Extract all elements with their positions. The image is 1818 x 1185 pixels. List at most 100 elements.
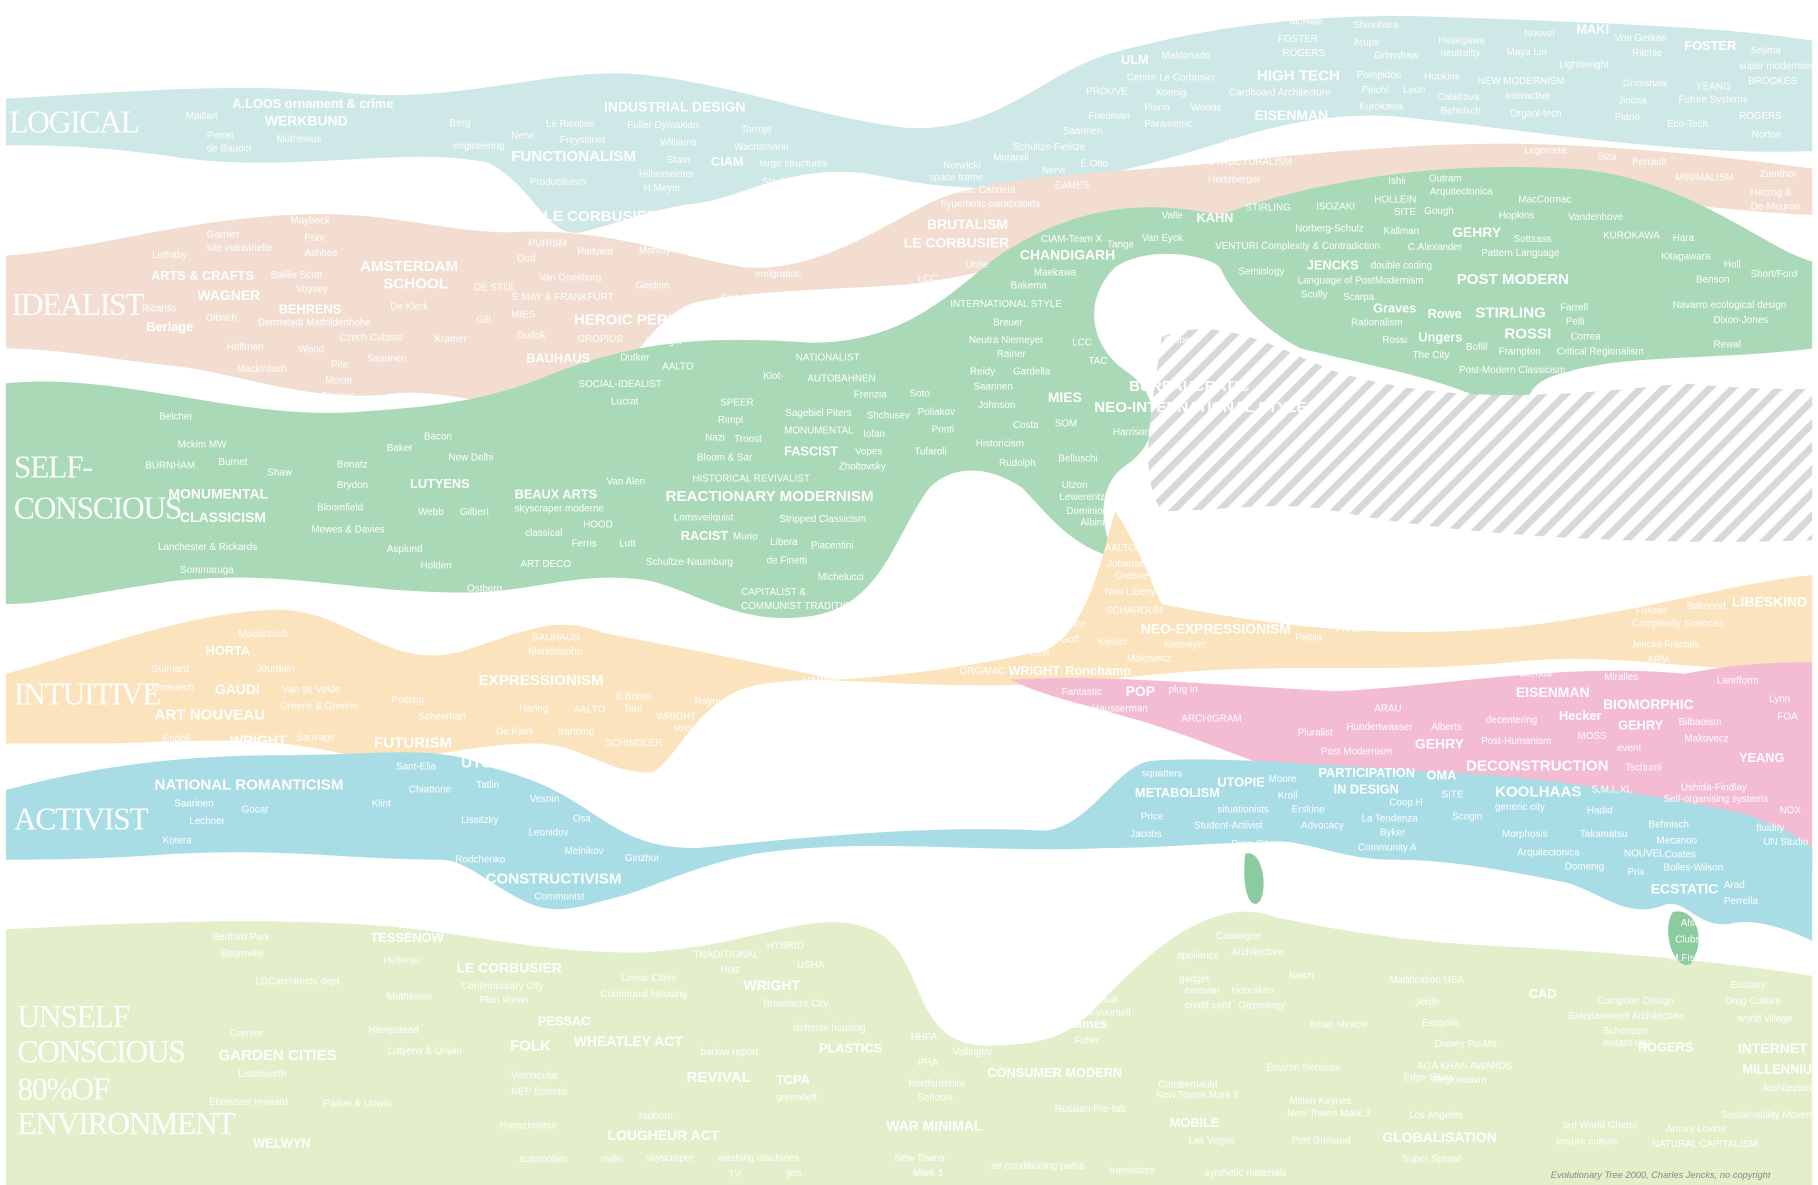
- label: Chiattone: [409, 785, 452, 796]
- label: Maekawa: [1034, 268, 1077, 279]
- label: Rodchenko: [455, 854, 505, 865]
- label: Ushida-Findlay: [1681, 782, 1747, 793]
- label: Landform: [1717, 675, 1759, 686]
- label: Price: [1141, 811, 1164, 822]
- label: PESSAC: [538, 1014, 590, 1029]
- label: super modernism: [1739, 61, 1815, 72]
- label: METABOLISM: [1135, 785, 1220, 800]
- label: Greene: [1115, 571, 1148, 582]
- band-title: LOGICAL: [9, 105, 138, 140]
- band-self-conscious: [5, 167, 1813, 619]
- label: McHale: [1289, 17, 1323, 28]
- label: Hejduk: [1274, 141, 1305, 152]
- label: Garnier: [207, 229, 241, 240]
- label: SOM: [1055, 419, 1077, 430]
- label: STRUCTURALISM: [1208, 157, 1292, 168]
- label: Vopes: [855, 447, 882, 458]
- label: Mark 1: [913, 1168, 943, 1179]
- label: Prior: [304, 233, 326, 244]
- label: CIAM-Team X: [1041, 234, 1103, 245]
- label: Coates: [1665, 850, 1696, 861]
- label: Zevi: [1030, 648, 1049, 659]
- label: HISTORICAL REVIVALIST: [692, 473, 810, 484]
- label: Kotera: [163, 836, 193, 847]
- label: EXPOS: [1187, 309, 1221, 320]
- label: Freyssinet: [560, 135, 606, 146]
- label: Moore: [1269, 774, 1297, 785]
- label: Hobraken: [1231, 986, 1274, 997]
- label: CONSUMER MODERN: [987, 1065, 1122, 1080]
- label: WRIGHT: [1008, 663, 1060, 678]
- label: SCHAROUN: [1106, 606, 1162, 617]
- label: BRUTALISM: [927, 216, 1008, 232]
- label: G.Bohm: [1197, 598, 1233, 609]
- label: Sullivan: [174, 750, 209, 761]
- label: Sant-Elia: [396, 761, 437, 772]
- label: Prix: [1627, 867, 1644, 878]
- label: Webb: [418, 507, 444, 518]
- label: Bedford Park: [213, 932, 271, 943]
- band-title: ENVIRONMENT: [17, 1106, 235, 1141]
- label: Outram: [1429, 174, 1462, 185]
- label: ARAU: [1374, 703, 1401, 714]
- band-title: INTUITIVE: [14, 676, 160, 711]
- label: Hasegawa: [1438, 35, 1485, 46]
- label: CHANDIGARH: [1020, 246, 1115, 262]
- label: INTERNATIONAL STYLE: [950, 299, 1062, 310]
- label: BROOKES: [1748, 76, 1797, 87]
- label: Kurokawa: [1359, 101, 1403, 112]
- label: Piano: [1144, 103, 1170, 114]
- label: Kiesler: [767, 689, 798, 700]
- label: NEW MODERNISM: [1478, 76, 1565, 87]
- label: Dudok: [517, 330, 546, 341]
- label: Super Sprawl: [1402, 1154, 1461, 1165]
- label: Sagebiel Piters: [785, 408, 851, 419]
- label: Murio: [733, 531, 758, 542]
- label: BEAUX ARTS: [515, 486, 598, 501]
- label: CONSTRUCTIVISM: [486, 870, 622, 887]
- label: BIOMORPHIC: [1603, 696, 1694, 712]
- label: Hundertwasser: [1346, 722, 1413, 733]
- label: Zholtovsky: [839, 462, 886, 473]
- label: Endell: [163, 733, 190, 744]
- label: Van Eyck: [1142, 233, 1183, 244]
- label: AUTOBAHNEN: [807, 373, 875, 384]
- label: Dixon-Jones: [1713, 315, 1768, 326]
- label: Architecture: [1231, 947, 1284, 958]
- label: EXPRESSIONISM: [479, 672, 604, 689]
- label: Ungers: [1418, 329, 1462, 344]
- label: skyscraper moderne: [515, 503, 605, 514]
- label: Asplund: [387, 544, 423, 555]
- label: CAD: [1529, 986, 1557, 1001]
- label: TESSENOW: [371, 930, 445, 945]
- label: Regionalism: [1432, 1075, 1486, 1086]
- label: Libera: [770, 537, 798, 548]
- label: ISOZAKI: [1316, 201, 1355, 212]
- label: REACTIONARY MODERNISM: [666, 488, 874, 505]
- label: Klint: [372, 799, 391, 810]
- label: ANDO: [1493, 129, 1522, 140]
- label: SPEER: [720, 398, 753, 409]
- label: Post-Modern Classicism: [1459, 365, 1565, 376]
- label: Banham: [1389, 120, 1426, 131]
- label: Pompidou: [1357, 70, 1401, 81]
- label: Los Angeles: [1409, 1110, 1463, 1121]
- label: Arad: [1724, 880, 1745, 891]
- label: Osa: [573, 814, 592, 825]
- label: HEROIC PERIOD: [574, 312, 695, 329]
- label: S,M,L,XL: [1591, 785, 1632, 796]
- label: Gizmology: [1238, 1001, 1285, 1012]
- label: Nervi: [511, 131, 534, 142]
- label: LCC: [918, 273, 938, 284]
- label: Cardboard Architecture: [1229, 88, 1331, 99]
- label: HHFA: [911, 1032, 938, 1043]
- label: Giedion: [635, 280, 669, 291]
- label: Kramer: [434, 334, 467, 345]
- label: Greene & Greene: [280, 701, 358, 712]
- label: DECONSTRUCTION: [1466, 758, 1609, 775]
- label: Behnisch: [1440, 106, 1481, 117]
- label: WRIGHT: [743, 977, 800, 993]
- label: Domenech: [146, 682, 194, 693]
- label: Jerde: [1415, 997, 1440, 1008]
- label: FOSTER: [1278, 34, 1318, 45]
